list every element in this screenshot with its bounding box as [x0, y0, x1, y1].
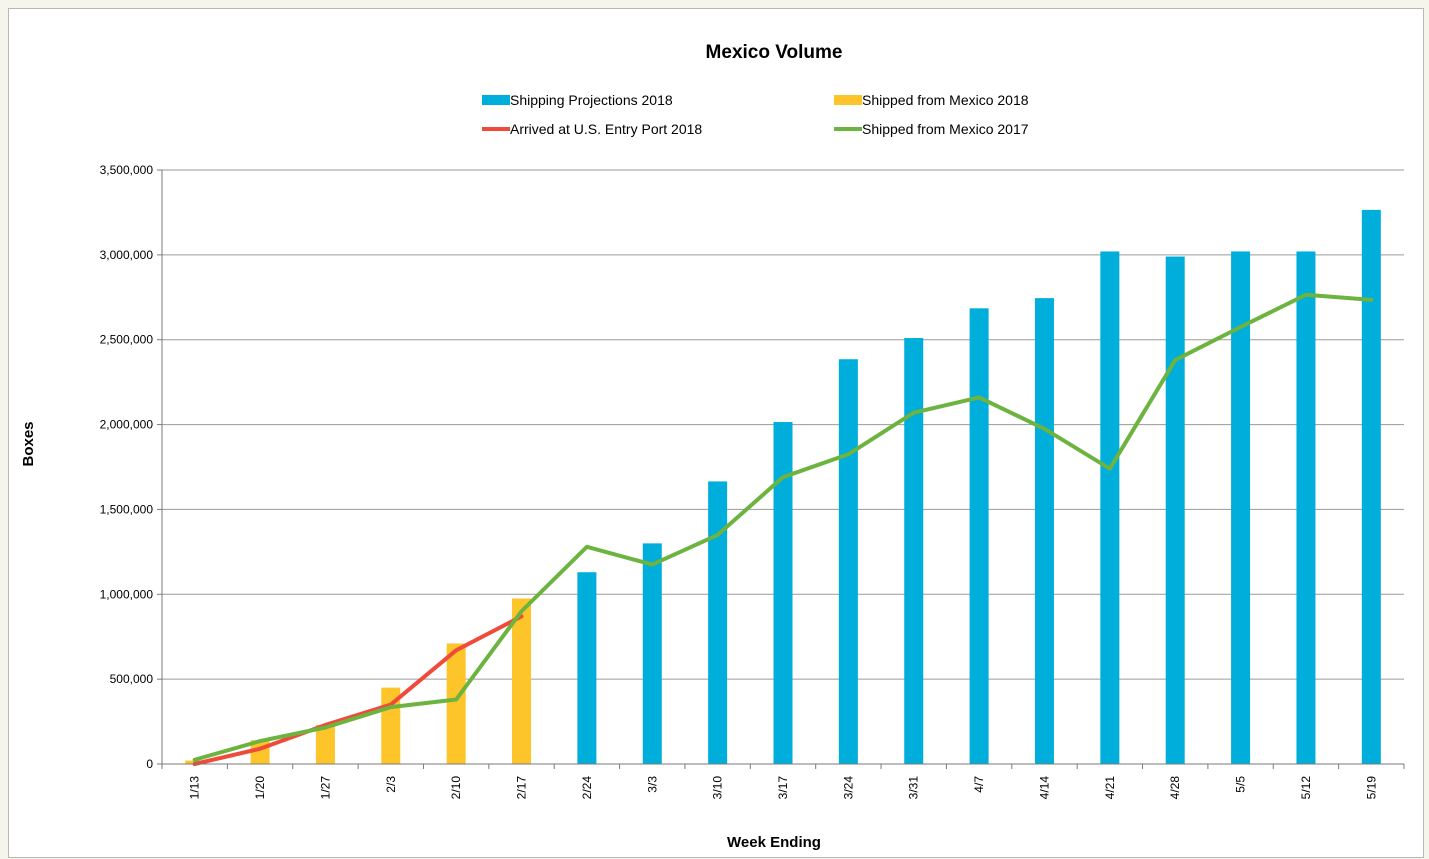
legend-label-shipping-projections-2018: Shipping Projections 2018	[510, 92, 673, 108]
x-tick-label: 2/3	[384, 776, 398, 793]
y-tick-label: 3,000,000	[100, 248, 154, 262]
x-tick-label: 4/14	[1037, 776, 1051, 800]
y-tick-label: 1,000,000	[100, 587, 154, 601]
x-tick-label: 2/10	[449, 776, 463, 800]
legend-label-shipped-from-mexico-2018: Shipped from Mexico 2018	[862, 92, 1029, 108]
bar-shipping-projections-2018	[1035, 298, 1054, 764]
x-tick-label: 5/12	[1299, 776, 1313, 800]
bar-shipping-projections-2018	[839, 359, 858, 764]
y-axis-title: Boxes	[20, 421, 37, 466]
bar-shipping-projections-2018	[577, 572, 596, 764]
x-tick-label: 2/24	[580, 776, 594, 800]
bar-shipping-projections-2018	[970, 308, 989, 764]
bars	[185, 210, 1381, 764]
bar-shipping-projections-2018	[1296, 251, 1315, 764]
x-tick-label: 1/20	[253, 776, 267, 800]
x-tick-label: 3/10	[711, 776, 725, 800]
y-tick-label: 2,500,000	[100, 333, 154, 347]
x-tick-label: 4/28	[1168, 776, 1182, 800]
legend-label-shipped-from-mexico-2017: Shipped from Mexico 2017	[862, 121, 1029, 137]
x-tick-label: 3/17	[776, 776, 790, 800]
y-tick-label: 1,500,000	[100, 502, 154, 516]
legend: Shipping Projections 2018 Shipped from Me…	[482, 92, 1029, 137]
bar-shipping-projections-2018	[1362, 210, 1381, 764]
chart-title: Mexico Volume	[706, 42, 843, 63]
x-tick-label: 1/13	[188, 776, 202, 800]
x-tick-label: 3/31	[907, 776, 921, 800]
mexico-volume-chart: 0 500,000 1,000,000 1,500,000 2,000,000 2,500…	[9, 9, 1425, 859]
x-tick-label: 4/7	[972, 776, 986, 793]
x-tick-label: 2/17	[515, 776, 529, 800]
x-tick-label: 1/27	[318, 776, 332, 800]
x-axis-title: Week Ending	[727, 834, 821, 851]
y-tick-label: 2,000,000	[100, 418, 154, 432]
x-tick-label: 5/5	[1234, 776, 1248, 793]
line-arrived-at-u-s-entry-port-2018	[195, 616, 522, 764]
x-tick-label: 3/24	[841, 776, 855, 800]
x-tick-label: 4/21	[1103, 776, 1117, 800]
x-tick-label: 5/19	[1364, 776, 1378, 800]
legend-swatch-shipped-from-mexico-2018	[834, 95, 862, 105]
bar-shipped-from-mexico-2018	[447, 644, 466, 764]
bar-shipping-projections-2018	[1100, 251, 1119, 764]
bar-shipping-projections-2018	[643, 543, 662, 764]
bar-shipping-projections-2018	[708, 481, 727, 764]
bar-shipping-projections-2018	[904, 338, 923, 764]
chart-frame: 0 500,000 1,000,000 1,500,000 2,000,000 2,500…	[8, 8, 1424, 858]
axes: 0 500,000 1,000,000 1,500,000 2,000,000 2,500…	[100, 163, 1404, 799]
y-tick-label: 0	[146, 757, 153, 771]
bar-shipping-projections-2018	[1166, 257, 1185, 764]
y-tick-label: 3,500,000	[100, 163, 154, 177]
legend-label-arrived-at-u-s-entry-port-2018: Arrived at U.S. Entry Port 2018	[510, 121, 702, 137]
legend-swatch-shipping-projections-2018	[482, 95, 510, 105]
y-tick-label: 500,000	[110, 672, 154, 686]
x-tick-label: 3/3	[645, 776, 659, 793]
